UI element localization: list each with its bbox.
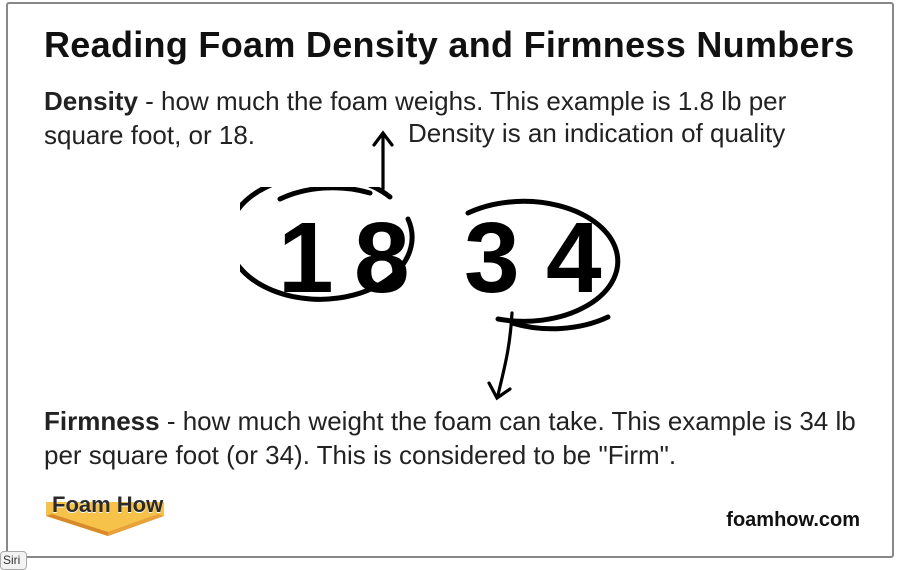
logo-text: Foam How [52, 492, 163, 518]
firmness-text: - how much weight the foam can take. Thi… [44, 406, 856, 470]
infographic-frame: Reading Foam Density and Firmness Number… [6, 2, 894, 558]
number-diagram: 1 8 3 4 [248, 169, 668, 389]
density-arrow-icon [368, 127, 398, 193]
firmness-circle [438, 189, 658, 339]
density-label: Density [44, 86, 138, 116]
firmness-label: Firmness [44, 406, 160, 436]
brand-logo: Foam How [46, 492, 186, 538]
firmness-arrow-icon [484, 309, 524, 404]
density-circle [240, 187, 450, 337]
site-url: foamhow.com [726, 509, 860, 532]
os-siri-chip: Siri [0, 551, 27, 570]
page-title: Reading Foam Density and Firmness Number… [44, 24, 855, 66]
firmness-paragraph: Firmness - how much weight the foam can … [44, 404, 874, 473]
density-subtext: Density is an indication of quality [408, 118, 785, 149]
